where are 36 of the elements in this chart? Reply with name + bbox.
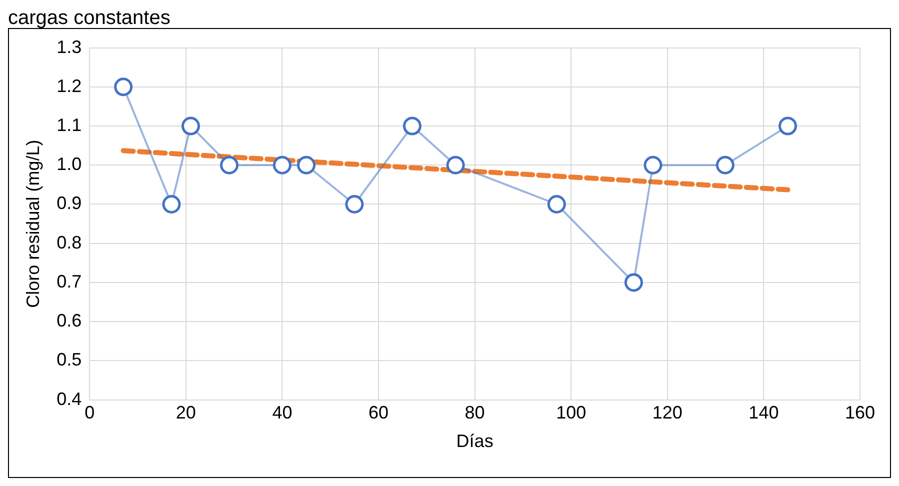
point: [547, 194, 566, 214]
point: [220, 156, 239, 174]
point: [402, 116, 422, 136]
point: [446, 156, 465, 174]
y-tick-label: 0.9: [56, 193, 82, 214]
x-tick-label: 60: [368, 402, 389, 423]
y-tick-label: 1.3: [56, 36, 82, 57]
y-axis-title: Cloro residual (mg/L): [22, 140, 43, 308]
point: [716, 156, 734, 174]
x-tick-label: 100: [556, 402, 586, 423]
point: [181, 116, 200, 136]
point: [644, 156, 662, 174]
y-tick-label: 0.7: [56, 271, 82, 292]
x-axis-title: Días: [456, 431, 494, 452]
point: [297, 156, 316, 174]
text: cargas constantes: [8, 7, 170, 29]
x-tick-label: 160: [844, 402, 876, 423]
y-tick-label: 1.1: [56, 114, 82, 135]
point: [345, 194, 364, 214]
x-tick-label: 140: [748, 402, 779, 423]
y-tick-label: 1.0: [56, 154, 82, 174]
y-tick-label: 1.2: [56, 76, 82, 96]
point: [624, 273, 643, 292]
point: [162, 194, 181, 214]
x-tick-label: 20: [176, 402, 196, 423]
x-tick-label: 0: [84, 402, 95, 423]
x-tick-label: 40: [272, 402, 292, 423]
x-tick-label: 120: [652, 402, 682, 423]
point: [272, 156, 292, 174]
y-tick-label: 0.4: [56, 388, 82, 409]
point: [114, 78, 133, 96]
y-tick-label: 0.8: [56, 232, 82, 252]
y-tick-label: 0.6: [56, 310, 82, 331]
point: [778, 116, 798, 136]
y-tick-label: 0.5: [56, 350, 82, 370]
x-tick-label: 80: [464, 402, 485, 423]
